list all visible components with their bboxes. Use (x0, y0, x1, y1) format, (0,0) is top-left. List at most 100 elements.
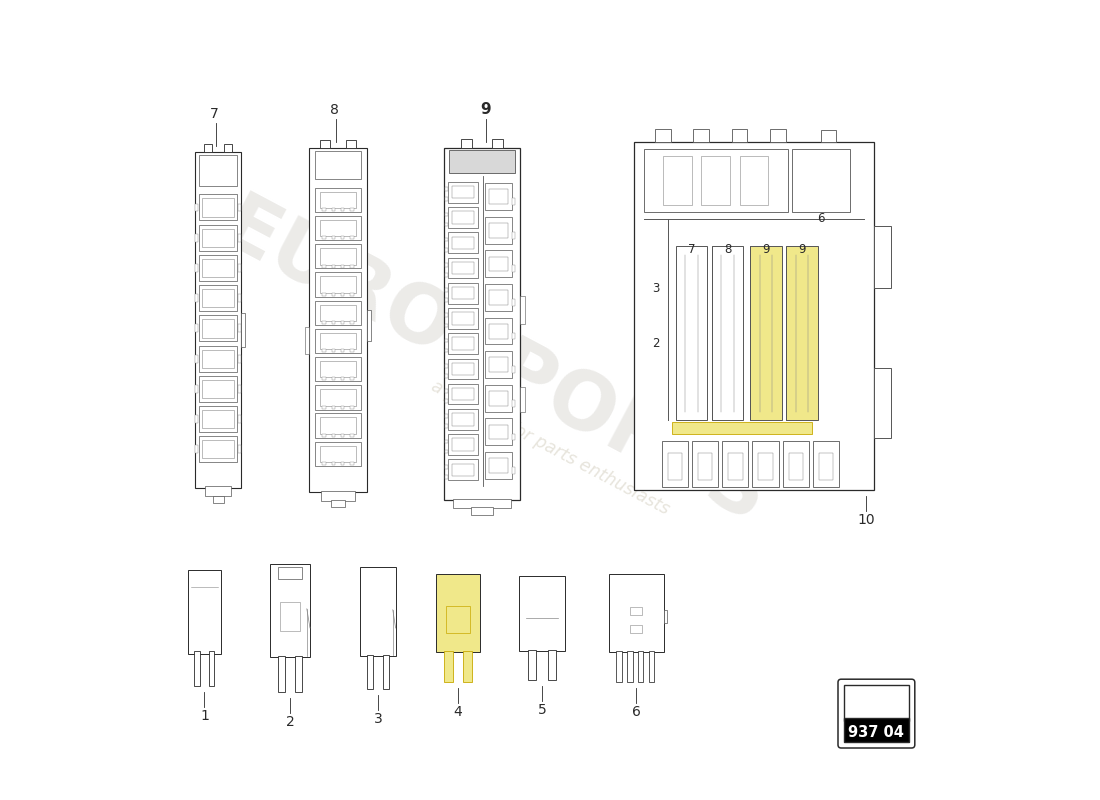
Bar (520, 387, 525, 412)
Bar (331, 350, 335, 352)
Bar (341, 406, 344, 409)
Bar (331, 265, 335, 267)
Bar (202, 229, 233, 246)
Bar (202, 350, 233, 368)
Bar (444, 148, 520, 500)
Bar (444, 399, 448, 403)
Bar (238, 385, 241, 393)
Bar (490, 458, 508, 473)
Bar (739, 156, 769, 205)
Bar (238, 446, 241, 454)
Bar (485, 452, 513, 479)
Bar (315, 357, 361, 382)
Text: 3: 3 (374, 712, 383, 726)
Text: 2: 2 (286, 715, 295, 730)
Bar (199, 194, 236, 221)
Bar (722, 442, 748, 486)
Bar (341, 237, 344, 239)
Bar (320, 248, 356, 265)
Bar (209, 651, 214, 686)
Bar (448, 233, 478, 253)
Bar (444, 475, 448, 478)
Bar (202, 319, 233, 338)
Bar (444, 465, 448, 469)
Bar (728, 453, 743, 480)
Bar (241, 314, 245, 347)
Bar (452, 362, 474, 375)
Bar (444, 349, 448, 353)
Text: 9: 9 (762, 243, 770, 256)
Bar (444, 450, 448, 454)
Bar (350, 378, 354, 380)
Bar (452, 463, 474, 476)
Bar (350, 406, 354, 409)
Bar (350, 462, 354, 465)
Bar (471, 507, 494, 514)
Text: 3: 3 (652, 282, 659, 294)
Bar (315, 244, 361, 269)
Bar (331, 434, 335, 437)
Bar (320, 220, 356, 237)
Bar (701, 156, 730, 205)
Bar (322, 350, 326, 352)
Bar (320, 192, 356, 208)
Bar (444, 364, 448, 368)
Bar (202, 259, 233, 277)
Bar (196, 415, 198, 423)
Bar (322, 434, 326, 437)
Bar (630, 606, 642, 615)
Bar (202, 440, 233, 458)
Bar (448, 258, 478, 278)
Bar (238, 294, 241, 302)
Text: 6: 6 (817, 212, 825, 225)
Bar (490, 290, 508, 305)
Bar (320, 333, 356, 350)
Bar (295, 656, 302, 692)
Bar (195, 651, 200, 686)
Bar (513, 266, 516, 272)
Bar (196, 234, 198, 242)
Bar (490, 425, 508, 439)
Bar (444, 222, 448, 226)
Bar (786, 246, 817, 421)
Bar (444, 238, 448, 242)
Text: 937 04: 937 04 (848, 725, 904, 739)
Bar (444, 298, 448, 302)
Bar (609, 574, 663, 652)
Bar (668, 453, 682, 480)
Bar (448, 409, 478, 430)
Bar (322, 265, 326, 267)
Bar (638, 650, 644, 682)
Bar (322, 406, 326, 409)
Bar (341, 462, 344, 465)
Bar (492, 139, 503, 148)
Bar (196, 203, 198, 211)
Bar (444, 213, 448, 216)
Bar (448, 283, 478, 303)
Bar (513, 434, 516, 440)
Bar (322, 208, 326, 211)
Bar (196, 294, 198, 302)
Bar (315, 216, 361, 240)
Text: EUROSPORTS: EUROSPORTS (208, 187, 780, 541)
Bar (238, 234, 241, 242)
Text: 6: 6 (632, 706, 641, 719)
Bar (320, 389, 356, 406)
Bar (350, 265, 354, 267)
Bar (528, 650, 536, 680)
Bar (634, 142, 874, 490)
Bar (463, 650, 472, 682)
Bar (452, 388, 474, 400)
Bar (238, 325, 241, 332)
Bar (199, 285, 236, 311)
Bar (485, 183, 513, 210)
Bar (270, 564, 310, 658)
Bar (519, 576, 565, 651)
Bar (444, 248, 448, 251)
Bar (485, 217, 513, 243)
Bar (315, 188, 361, 212)
Bar (350, 434, 354, 437)
Text: 2: 2 (652, 338, 659, 350)
Bar (452, 312, 474, 325)
Bar (238, 264, 241, 272)
